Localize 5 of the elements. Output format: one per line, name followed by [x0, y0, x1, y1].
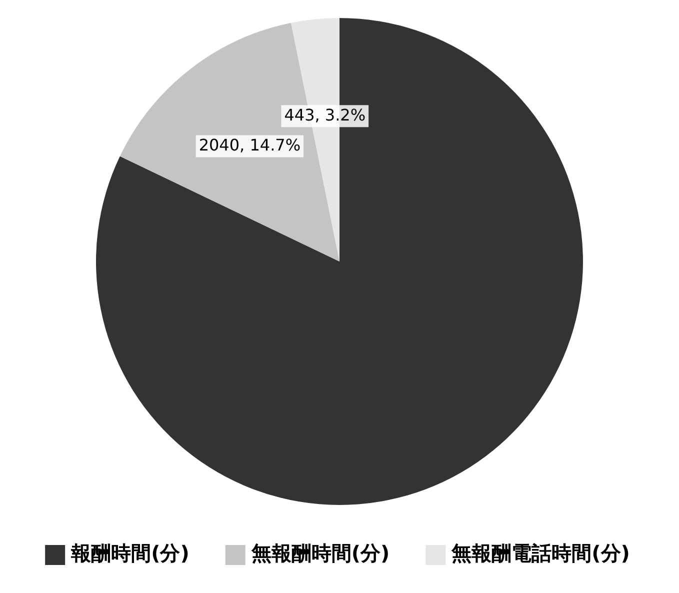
data-label: 2040, 14.7%	[198, 135, 301, 154]
legend-label: 報酬時間(分)	[70, 541, 190, 566]
legend-label: 無報酬電話時間(分)	[450, 541, 630, 566]
data-label: 443, 3.2%	[284, 105, 366, 124]
legend-label: 無報酬時間(分)	[250, 541, 390, 566]
